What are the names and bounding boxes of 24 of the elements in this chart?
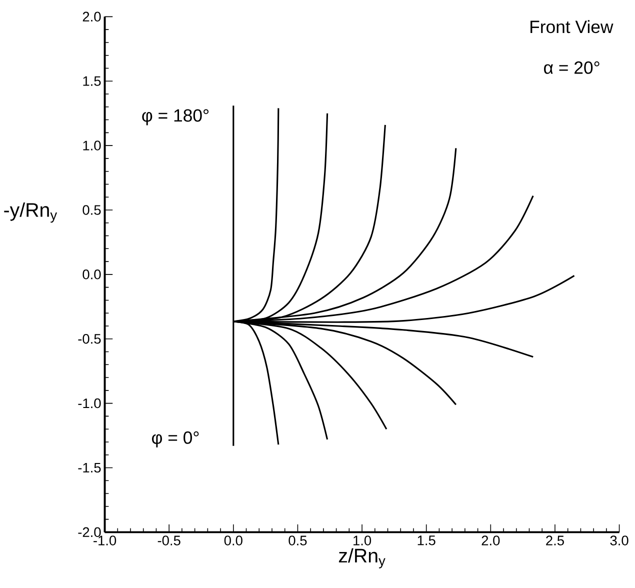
- x-tick-label: 0.0: [224, 536, 242, 546]
- y-tick-label: -2.0: [78, 527, 101, 537]
- x-tick-label: 1.5: [418, 536, 436, 546]
- x-tick-label: 2.0: [482, 536, 500, 546]
- x-axis-title: z/Rn$_{y}$: [338, 548, 386, 568]
- x-tick-label: 0.5: [288, 536, 307, 546]
- x-tick-label: -1.0: [94, 536, 116, 546]
- y-tick-label: 1.5: [83, 76, 101, 86]
- y-tick-label: -0.5: [78, 334, 101, 344]
- x-tick-label: 1.0: [354, 536, 372, 546]
- y-tick-label: -1.5: [78, 462, 101, 472]
- x-tick-label: 2.5: [546, 536, 564, 546]
- y-tick-label: 1.0: [83, 140, 101, 150]
- x-tick-label: -0.5: [158, 536, 180, 546]
- y-tick-label: 0.0: [82, 269, 101, 280]
- annotation: α = 20°: [544, 61, 600, 74]
- y-tick-label: 2.0: [82, 12, 101, 22]
- annotation: Front View: [530, 20, 614, 34]
- x-tick-label: 3.0: [610, 536, 628, 546]
- annotation: φ = 0°: [152, 431, 199, 448]
- y-tick-label: -1.0: [78, 398, 101, 408]
- y-axis-title: -y/Rn$_{y}$: [4, 202, 58, 223]
- y-tick-label: 0.5: [82, 205, 101, 215]
- annotation: φ = 180°: [142, 109, 208, 126]
